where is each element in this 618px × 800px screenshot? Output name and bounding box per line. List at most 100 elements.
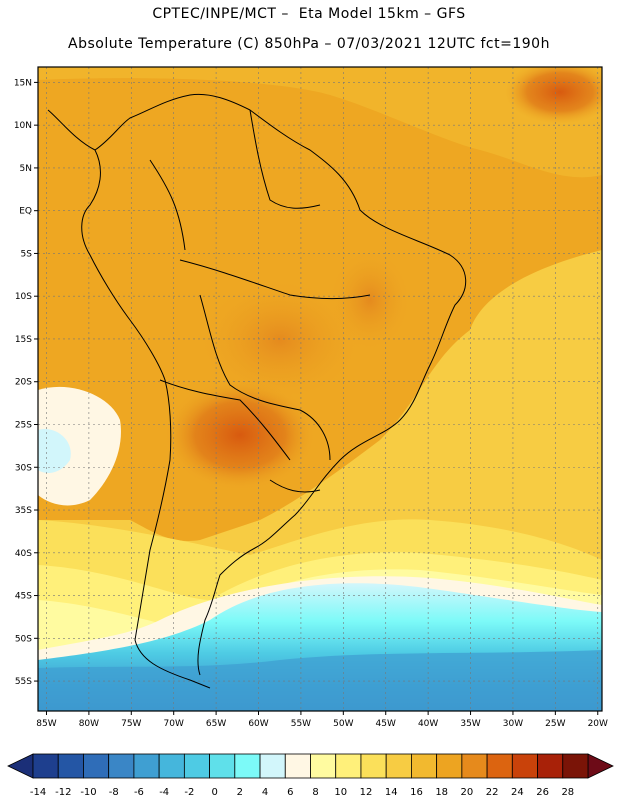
colorbar-label: 24 [511,787,524,798]
lat-tick-label: 15N [14,78,32,88]
map-field [38,67,602,711]
colorbar-swatch [511,753,538,779]
cool-pacific [38,386,121,506]
east-coast [94,93,467,676]
lat-tick-label: 30S [15,463,32,473]
colorbar-label: 0 [211,787,217,798]
colorbar-label: 22 [486,787,499,798]
lon-tick-label: 50W [333,719,353,729]
lon-tick-label: 55W [291,719,311,729]
lat-tick-label: 45S [15,592,32,602]
colorbar-swatch [436,753,463,779]
chart-title-line1: CPTEC/INPE/MCT – Eta Model 15km – GFS [152,6,466,22]
border-central [199,294,331,461]
chart-title-line2: Absolute Temperature (C) 850hPa – 07/03/… [68,36,550,52]
colorbar-label: 12 [360,787,373,798]
colorbar-swatch [209,753,236,779]
colorbar-label: 18 [435,787,448,798]
colorbar-label: -4 [159,787,169,798]
lon-tick-label: 65W [206,719,226,729]
lon-tick-label: 85W [36,719,56,729]
colorbar-swatch [183,753,210,779]
lon-tick-label: 45W [376,719,396,729]
lon-tick-label: 70W [164,719,184,729]
colorbar-swatch [562,753,589,779]
colorbar-label: -12 [55,787,71,798]
colorbar-label: 6 [287,787,293,798]
colorbar-label: -2 [184,787,194,798]
lat-tick-label: 20S [15,378,32,388]
colorbar-label: 28 [561,787,574,798]
colorbar-high-arrow [587,753,614,779]
lon-tick-label: 75W [121,719,141,729]
map-frame [37,66,603,712]
lat-tick-label: 35S [15,506,32,516]
colorbar-label: -6 [134,787,144,798]
west-coast [47,109,211,689]
lat-tick-label: EQ [19,207,32,217]
lat-tick-label: 10N [14,121,32,131]
border-north [179,259,371,300]
colorbar-label: 16 [410,787,423,798]
lon-tick-label: 35W [460,719,480,729]
colorbar-swatch [259,753,286,779]
coastlines [47,93,467,689]
border-bolivia [159,379,291,461]
lat-tick-label: 55S [15,677,32,687]
colorbar-swatch [335,753,362,779]
north-band [38,67,602,178]
lon-tick-label: 40W [418,719,438,729]
colorbar-label: 8 [312,787,318,798]
lat-tick-label: 25S [15,420,32,430]
colorbar-label: -14 [30,787,46,798]
latitude-axis: 15N 10N 5N EQ 5S 10S 15S 20S 25S 30S 35S 40S 45S 50S 5… [14,78,38,687]
lat-tick-label: 50S [15,634,32,644]
hotspot-northeast [505,67,602,124]
lat-tick-label: 10S [15,292,32,302]
colorbar-swatch [486,753,513,779]
colorbar-swatch [133,753,160,779]
colorbar-swatch [108,753,135,779]
lon-tick-label: 20W [588,719,608,729]
colorbar-swatch [360,753,387,779]
lat-tick-label: 5S [21,249,33,259]
map-gridlines [38,67,602,711]
warm-central [200,280,360,400]
colorbar-swatch [158,753,185,779]
cold-south-band [38,650,602,711]
colorbar-label: 10 [334,787,347,798]
lat-tick-label: 5N [20,164,32,174]
colorbar-label: 26 [536,787,549,798]
border-venezuela [249,109,321,209]
colorbar-label: 2 [237,787,243,798]
lon-tick-label: 30W [503,719,523,729]
colorbar-swatch [284,753,311,779]
colorbar-label: 4 [262,787,268,798]
colorbar-swatch [461,753,488,779]
border-uruguay [269,479,321,493]
border-colombia [149,159,186,251]
lon-tick-label: 60W [248,719,268,729]
colorbar-swatch [234,753,261,779]
hotspot-chaco [165,380,315,490]
colorbar-label: -8 [109,787,119,798]
colorbar-swatch [411,753,438,779]
lon-tick-label: 25W [545,719,565,729]
colorbar-label: -10 [80,787,96,798]
colorbar-label: 20 [461,787,474,798]
warm-east [330,250,410,350]
colorbar-low-arrow [7,753,34,779]
colorbar-swatch [385,753,412,779]
colorbar-swatch [83,753,110,779]
colorbar-swatch [32,753,59,779]
lat-tick-label: 40S [15,549,32,559]
colorbar: -14 -12 -10 -8 -6 -4 -2 0 2 4 6 8 10 12 14 16 18 20 22 24 26… [7,753,614,798]
colorbar-swatch [57,753,84,779]
colorbar-swatch [537,753,564,779]
longitude-axis: 85W 80W 75W 70W 65W 60W 55W 50W 45W 40W 35W 30W 25W 2… [36,711,608,729]
colorbar-swatch [310,753,337,779]
colorbar-label: 14 [385,787,398,798]
lon-tick-label: 80W [79,719,99,729]
lat-tick-label: 15S [15,335,32,345]
